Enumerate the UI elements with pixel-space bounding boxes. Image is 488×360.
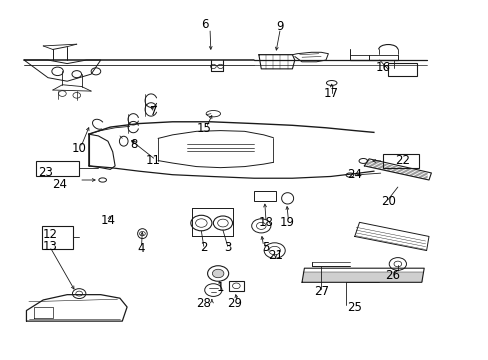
Text: 8: 8 bbox=[130, 138, 138, 151]
Text: 2: 2 bbox=[200, 240, 207, 253]
Text: 12: 12 bbox=[43, 228, 58, 241]
Text: 29: 29 bbox=[227, 297, 242, 310]
Text: 7: 7 bbox=[149, 105, 157, 118]
Text: 18: 18 bbox=[258, 216, 273, 229]
Text: 27: 27 bbox=[313, 285, 328, 298]
Text: 19: 19 bbox=[280, 216, 295, 229]
Text: 22: 22 bbox=[394, 154, 409, 167]
Text: 20: 20 bbox=[380, 195, 395, 208]
Text: 13: 13 bbox=[43, 240, 58, 253]
Circle shape bbox=[212, 269, 224, 278]
Text: 24: 24 bbox=[52, 178, 67, 191]
Text: 26: 26 bbox=[385, 269, 400, 282]
Text: 16: 16 bbox=[375, 60, 390, 73]
Text: 10: 10 bbox=[72, 142, 86, 155]
Text: 24: 24 bbox=[346, 168, 362, 181]
Text: 9: 9 bbox=[276, 20, 284, 33]
Text: 3: 3 bbox=[224, 240, 231, 253]
Text: 17: 17 bbox=[323, 87, 338, 100]
Text: 5: 5 bbox=[262, 240, 269, 253]
Text: 4: 4 bbox=[138, 242, 145, 255]
Text: 11: 11 bbox=[145, 154, 161, 167]
Text: 25: 25 bbox=[346, 301, 362, 314]
Text: 23: 23 bbox=[38, 166, 53, 179]
Text: 1: 1 bbox=[216, 281, 224, 294]
Text: 6: 6 bbox=[201, 18, 208, 31]
Text: 15: 15 bbox=[196, 122, 211, 135]
Text: 28: 28 bbox=[196, 297, 211, 310]
Text: 14: 14 bbox=[100, 214, 115, 227]
Text: 21: 21 bbox=[267, 249, 283, 262]
